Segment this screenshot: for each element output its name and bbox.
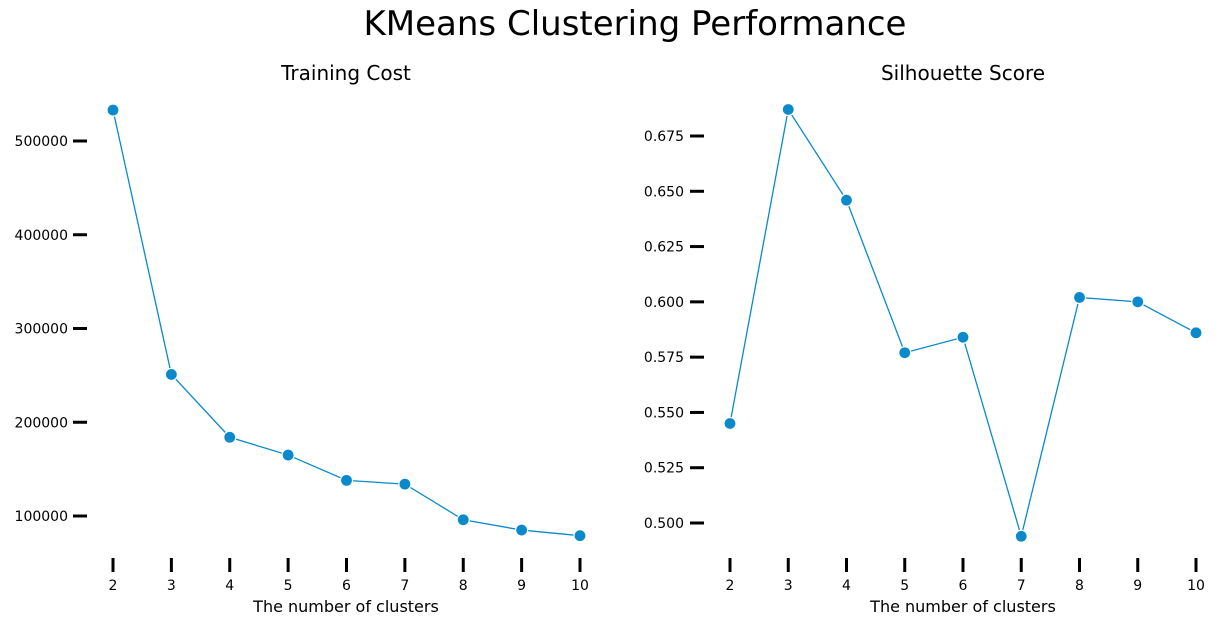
- data-point-k6: [339, 473, 354, 487]
- chart-panel-training-cost: Training Cost 100000 200000 300000 400000 500…: [15, 61, 589, 616]
- x-axis-label: The number of clusters: [252, 597, 439, 616]
- data-point-k4: [223, 430, 237, 444]
- x-tick-label: 4: [225, 578, 234, 594]
- x-tick-label: 4: [842, 578, 851, 594]
- x-axis-label: The number of clusters: [869, 597, 1056, 616]
- y-tick-label: 0.625: [644, 240, 684, 256]
- x-tick-label: 9: [1133, 578, 1142, 594]
- data-point-k8: [1072, 290, 1087, 305]
- x-tick-label: 7: [1017, 578, 1026, 594]
- x-tick-label: 10: [571, 578, 589, 594]
- figure-title: KMeans Clustering Performance: [363, 4, 907, 44]
- data-point-k2: [723, 416, 737, 431]
- chart-panel-silhouette-score: Silhouette Score 0.500 0.525 0.550 0.575 0.60…: [644, 61, 1205, 616]
- y-tick-label: 300000: [15, 322, 68, 338]
- data-point-k9: [1131, 295, 1145, 309]
- data-point-k2: [106, 103, 120, 117]
- x-tick-label: 8: [1075, 578, 1084, 594]
- y-tick-label: 0.600: [644, 295, 684, 311]
- x-tick-label: 5: [284, 578, 293, 594]
- x-tick-label: 3: [784, 578, 793, 594]
- data-point-k7: [1014, 529, 1028, 543]
- y-tick-label: 0.675: [644, 129, 684, 145]
- data-point-k5: [281, 448, 295, 462]
- data-point-k4: [839, 193, 854, 207]
- x-tick-label: 8: [459, 578, 468, 594]
- x-tick-label: 2: [109, 578, 118, 594]
- data-point-k10: [573, 529, 587, 543]
- x-tick-label: 10: [1187, 578, 1205, 594]
- data-point-k7: [398, 477, 412, 491]
- x-tick-label: 6: [959, 578, 968, 594]
- x-tick-label: 7: [400, 578, 409, 594]
- x-tick-label: 6: [342, 578, 351, 594]
- data-point-k6: [956, 330, 970, 344]
- x-tick-label: 3: [167, 578, 176, 594]
- y-tick-label: 500000: [15, 134, 68, 150]
- y-tick-label: 0.525: [644, 461, 684, 477]
- y-tick-label: 0.575: [644, 350, 684, 366]
- y-tick-label: 0.500: [644, 516, 684, 532]
- y-tick-label: 100000: [15, 509, 68, 525]
- series-line: [112, 109, 581, 537]
- data-point-k5: [898, 346, 912, 360]
- data-point-k8: [456, 513, 470, 527]
- y-tick-label: 0.550: [644, 405, 684, 421]
- series-line: [729, 107, 1197, 539]
- chart-title: Silhouette Score: [881, 61, 1045, 85]
- x-tick-label: 2: [726, 578, 735, 594]
- y-tick-label: 0.650: [644, 184, 684, 200]
- data-point-k3: [164, 367, 178, 382]
- y-tick-label: 200000: [15, 415, 68, 431]
- x-tick-label: 9: [517, 578, 526, 594]
- x-tick-label: 5: [900, 578, 909, 594]
- data-point-k10: [1189, 326, 1203, 340]
- data-point-k3: [781, 102, 795, 117]
- chart-title: Training Cost: [280, 61, 411, 85]
- data-point-k9: [515, 523, 529, 537]
- y-tick-label: 400000: [15, 228, 68, 244]
